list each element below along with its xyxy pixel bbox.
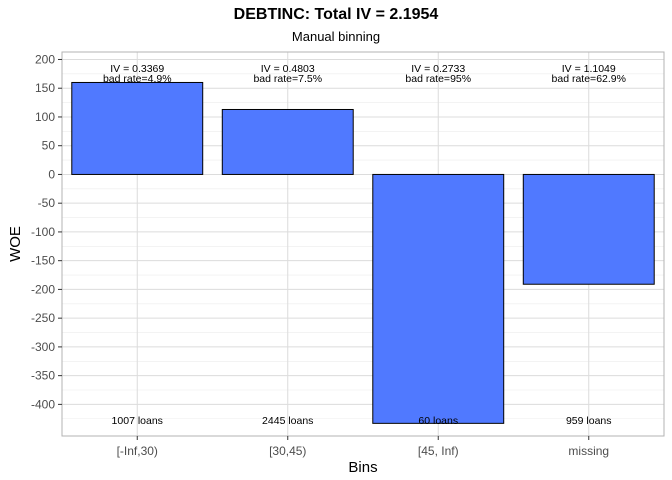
- x-tick-label: [45, Inf): [418, 444, 459, 458]
- x-tick-label: [30,45): [269, 444, 306, 458]
- bars: [71, 81, 655, 424]
- y-tick-label: -350: [31, 369, 55, 383]
- bar-3: [522, 173, 655, 285]
- iv-label: IV = 0.2733: [411, 63, 465, 75]
- chart-subtitle: Manual binning: [291, 29, 381, 44]
- bad-rate-label: bad rate=62.9%: [552, 73, 626, 85]
- bad-rate-label: bad rate=7.5%: [253, 73, 322, 85]
- iv-label: IV = 0.3369: [110, 63, 164, 75]
- loan-count-label: 959 loans: [566, 415, 612, 427]
- y-tick-label: 50: [42, 139, 56, 153]
- iv-label: IV = 1.1049: [562, 63, 616, 75]
- x-tick-label: [-Inf,30): [117, 444, 158, 458]
- y-axis-title: WOE: [7, 226, 24, 262]
- chart-title: DEBTINC: Total IV = 2.1954: [233, 6, 439, 23]
- x-axis-title: Bins: [348, 459, 377, 476]
- bad-rate-label: bad rate=4.9%: [103, 73, 172, 85]
- loan-count-label: 1007 loans: [112, 415, 163, 427]
- x-tick-label: missing: [568, 444, 609, 458]
- y-tick-label: -250: [31, 311, 55, 325]
- y-tick-label: -200: [31, 282, 55, 296]
- bad-rate-label: bad rate=95%: [405, 73, 471, 85]
- y-tick-label: -50: [38, 196, 56, 210]
- bar-1: [221, 108, 354, 175]
- plot-panel-border: [61, 51, 665, 437]
- y-tick-label: 200: [35, 52, 55, 66]
- y-tick-label: -300: [31, 340, 55, 354]
- y-tick-label: 150: [35, 81, 55, 95]
- y-tick-label: -150: [31, 254, 55, 268]
- x-axis-ticks: [-Inf,30) [30,45) [45, Inf) missing: [117, 436, 609, 458]
- iv-label: IV = 0.4803: [261, 63, 315, 75]
- bar-2: [372, 173, 505, 424]
- y-tick-label: -100: [31, 225, 55, 239]
- y-axis-ticks: 200 150 100 50 0 -50 -100 -150 -200 -250 -300 -350 -…: [31, 52, 62, 411]
- bar-0: [71, 81, 204, 175]
- loan-count-label: 2445 loans: [262, 415, 313, 427]
- y-tick-label: 100: [35, 110, 55, 124]
- y-tick-label: -400: [31, 397, 55, 411]
- loan-count-label: 60 loans: [418, 415, 458, 427]
- y-tick-label: 0: [48, 167, 55, 181]
